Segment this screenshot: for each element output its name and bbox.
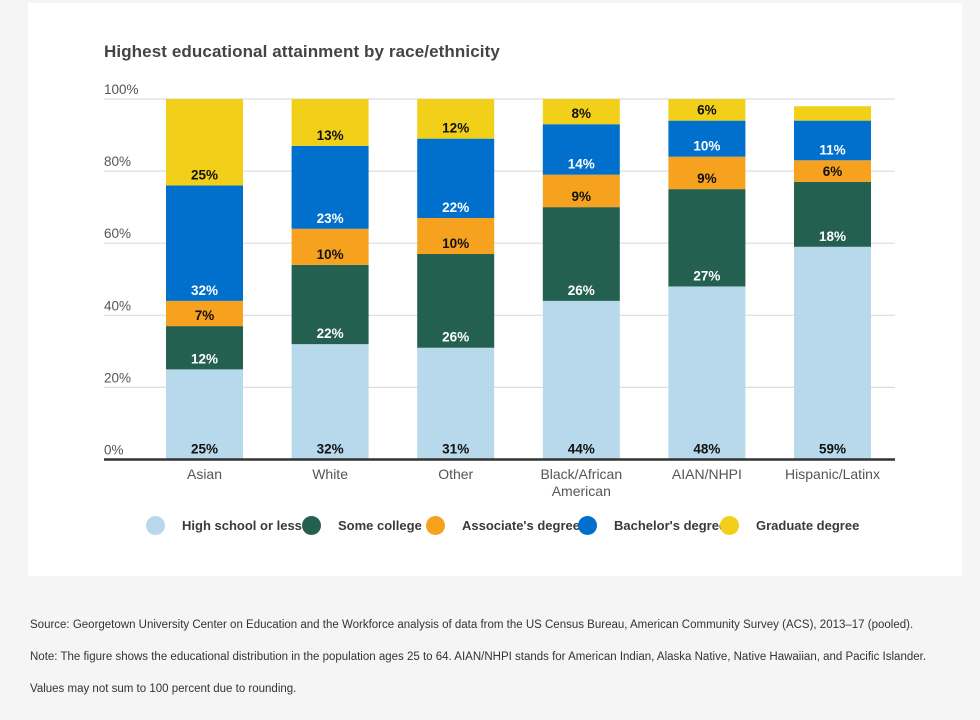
legend-item: Graduate degree [720,516,859,535]
data-label: 26% [442,330,469,345]
data-label: 10% [317,247,344,262]
bar-segment [668,156,746,190]
legend-label: Graduate degree [756,518,860,533]
bar-segment [794,246,871,460]
source-note: Source: Georgetown University Center on … [30,619,914,631]
bar-segment [542,99,620,125]
bar-segment [417,254,495,348]
bar-segment [417,99,495,139]
x-tick-label: White [312,466,348,482]
legend-swatch-icon [578,516,597,535]
data-label: 8% [572,106,592,121]
legend-item: Associate's degree [426,516,580,535]
bar-segment [668,120,746,157]
x-tick-label: Other [438,466,473,482]
data-label: 23% [317,211,344,226]
y-tick-label: 60% [104,226,131,241]
bar-segment [794,160,871,182]
y-tick-label: 100% [104,82,139,97]
data-label: 10% [442,236,469,251]
data-label: 25% [191,168,218,183]
legend-swatch-icon [302,516,321,535]
chart-legend: High school or less Some college Associate… [0,512,980,542]
data-label: 10% [693,139,720,154]
bar-segment [668,189,746,287]
bar-segment [542,207,620,301]
data-label: 7% [195,308,215,323]
bar-segment [668,286,746,460]
bar-segment [166,185,243,301]
data-label: 12% [442,121,469,136]
data-label: 31% [442,442,469,457]
y-tick-label: 0% [104,443,124,458]
data-label: 11% [819,142,845,157]
data-label: 59% [819,442,846,457]
data-label: 27% [693,268,720,283]
chart-notes: Source: Georgetown University Center on … [30,618,926,714]
bar-segment [166,300,243,327]
x-tick-label: Black/African [540,466,622,482]
data-label: 9% [572,189,592,204]
y-tick-label: 20% [104,370,131,385]
legend-item: High school or less [146,516,302,535]
data-label: 12% [191,351,218,366]
bar-segment [291,264,369,345]
bar-segment [668,99,746,121]
data-label: 9% [697,171,717,186]
x-tick-label: Asian [187,466,222,482]
bar-segment [417,347,495,460]
bar-segment [542,300,620,460]
data-label: 26% [568,283,595,298]
bar-segment [291,145,369,229]
bar-segment [166,99,243,186]
legend-label: Bachelor's degree [614,518,727,533]
legend-label: Some college [338,518,422,533]
bar-segment [542,174,620,208]
bar-segment [291,344,369,460]
bar-segment [794,106,871,121]
x-tick-label: American [552,483,611,499]
y-tick-label: 40% [104,298,131,313]
data-label: 6% [823,164,843,179]
bar-segment [794,181,871,247]
methodology-note: Note: The figure shows the educational d… [30,651,927,663]
rounding-note: Values may not sum to 100 percent due to… [30,683,297,695]
legend-label: High school or less [182,518,302,533]
legend-item: Bachelor's degree [578,516,726,535]
data-label: 14% [568,157,595,172]
data-label: 32% [191,283,218,298]
bar-segment [417,217,495,255]
x-tick-label: AIAN/NHPI [672,466,742,482]
data-label: 22% [442,200,469,215]
legend-item: Some college [302,516,422,535]
bar-segment [417,138,495,218]
data-label: 13% [317,128,344,143]
y-tick-label: 80% [104,154,131,169]
data-label: 48% [693,442,720,457]
data-label: 25% [191,442,218,457]
legend-swatch-icon [720,516,739,535]
data-label: 32% [317,442,344,457]
bar-segment [291,228,369,265]
bar-segment [794,120,871,161]
legend-swatch-icon [146,516,165,535]
data-label: 6% [697,103,717,118]
chart-title: Highest educational attainment by race/e… [104,42,500,61]
bar-segment [166,369,243,460]
legend-swatch-icon [426,516,445,535]
bar-segment [291,99,369,146]
bar-segment [542,124,620,175]
legend-label: Associate's degree [462,518,580,533]
data-label: 44% [568,442,595,457]
stacked-bar-chart: 0% 20% 40% 60% 80% 100% 25% 12% 7% 32% 25% Asian 32%… [104,82,895,499]
bar-segment [166,326,243,370]
data-label: 22% [317,326,344,341]
x-tick-label: Hispanic/Latinx [785,466,880,482]
data-label: 18% [819,229,846,244]
